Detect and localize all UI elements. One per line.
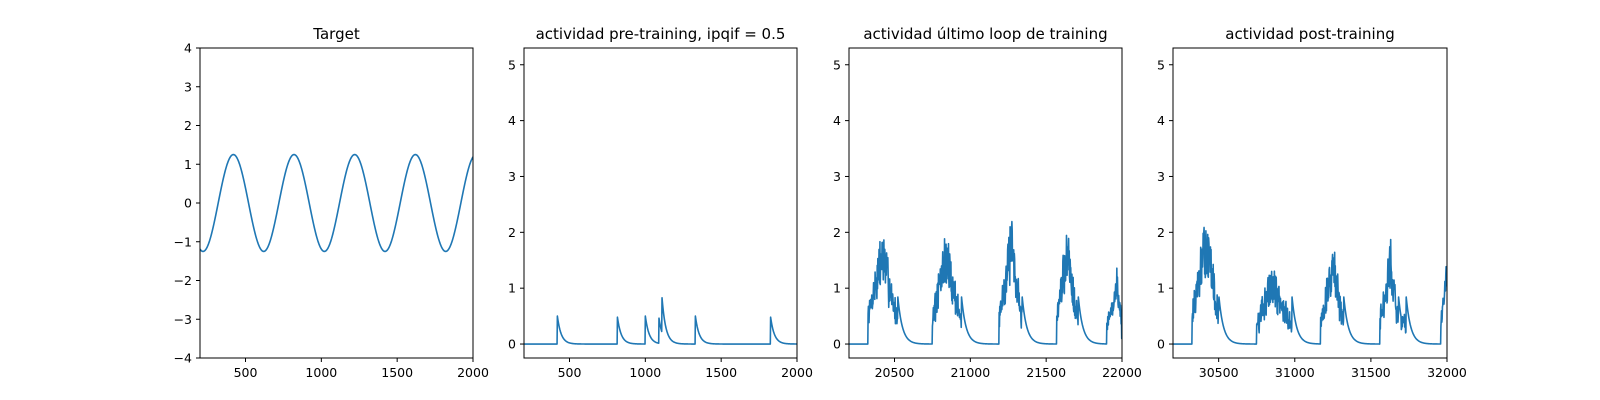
y-tick-label: 4 <box>833 113 841 128</box>
x-tick-label: 32000 <box>1427 365 1467 380</box>
series-line-1 <box>1173 226 1447 345</box>
x-tick-label: 31500 <box>1351 365 1391 380</box>
x-tick-label: 500 <box>558 365 582 380</box>
plot-frame <box>848 47 1123 359</box>
y-tick-label: 3 <box>184 79 192 94</box>
y-tick-label: 1 <box>184 157 192 172</box>
x-tick-label: 22000 <box>1102 365 1142 380</box>
series-line-1 <box>200 153 473 253</box>
y-tick-label: 1 <box>1157 281 1165 296</box>
x-tick-label: 1000 <box>305 365 337 380</box>
y-tick-label: 2 <box>833 225 841 240</box>
subplot-1: 500 1000 1500 2000 −4 −3 −2 −1 0 1 2 3 4 Target <box>174 25 489 380</box>
x-tick-label: 1500 <box>381 365 413 380</box>
plot-frame <box>199 47 474 359</box>
y-tick-label: 1 <box>508 281 516 296</box>
y-tick-label: 4 <box>184 41 192 56</box>
y-tick-label: −3 <box>174 312 192 327</box>
y-tick-label: 1 <box>833 281 841 296</box>
x-tick-label: 1000 <box>629 365 661 380</box>
plot-frame <box>1172 47 1448 359</box>
x-tick-label: 20500 <box>875 365 915 380</box>
subplot-title: actividad pre-training, ipqif = 0.5 <box>536 25 786 43</box>
x-tick-label: 1500 <box>705 365 737 380</box>
x-tick-label: 31000 <box>1275 365 1315 380</box>
y-tick-label: 3 <box>508 169 516 184</box>
subplot-title: actividad post-training <box>1225 25 1394 43</box>
x-tick-label: 500 <box>234 365 258 380</box>
y-tick-label: 0 <box>184 196 192 211</box>
series-line-1 <box>849 220 1122 345</box>
x-tick-label: 21500 <box>1026 365 1066 380</box>
subplot-2: 500 1000 1500 2000 0 1 2 3 4 5 actividad pre-train… <box>508 25 813 380</box>
y-tick-label: 0 <box>1157 337 1165 352</box>
y-tick-label: 5 <box>1157 57 1165 72</box>
x-tick-label: 2000 <box>781 365 813 380</box>
y-tick-label: 3 <box>1157 169 1165 184</box>
subplot-title: actividad último loop de training <box>863 25 1107 43</box>
y-tick-label: 2 <box>184 118 192 133</box>
y-tick-label: 0 <box>833 337 841 352</box>
y-tick-label: 0 <box>508 337 516 352</box>
x-tick-label: 21000 <box>950 365 990 380</box>
y-tick-label: 5 <box>833 57 841 72</box>
y-tick-label: 2 <box>1157 225 1165 240</box>
plot-frame <box>523 47 798 359</box>
y-tick-label: 5 <box>508 57 516 72</box>
y-tick-label: −2 <box>174 273 192 288</box>
y-tick-label: 4 <box>1157 113 1165 128</box>
y-tick-label: 4 <box>508 113 516 128</box>
series-line-1 <box>524 296 797 345</box>
x-tick-label: 30500 <box>1199 365 1239 380</box>
subplot-title: Target <box>312 25 360 43</box>
y-tick-label: −1 <box>174 234 192 249</box>
x-tick-label: 2000 <box>457 365 489 380</box>
subplot-3: 20500 21000 21500 22000 0 1 2 3 4 5 actividad últi… <box>833 25 1142 380</box>
y-tick-label: 3 <box>833 169 841 184</box>
subplot-4: 30500 31000 31500 32000 0 1 2 3 4 5 actividad post… <box>1157 25 1467 380</box>
y-tick-label: −4 <box>174 351 192 366</box>
y-tick-label: 2 <box>508 225 516 240</box>
